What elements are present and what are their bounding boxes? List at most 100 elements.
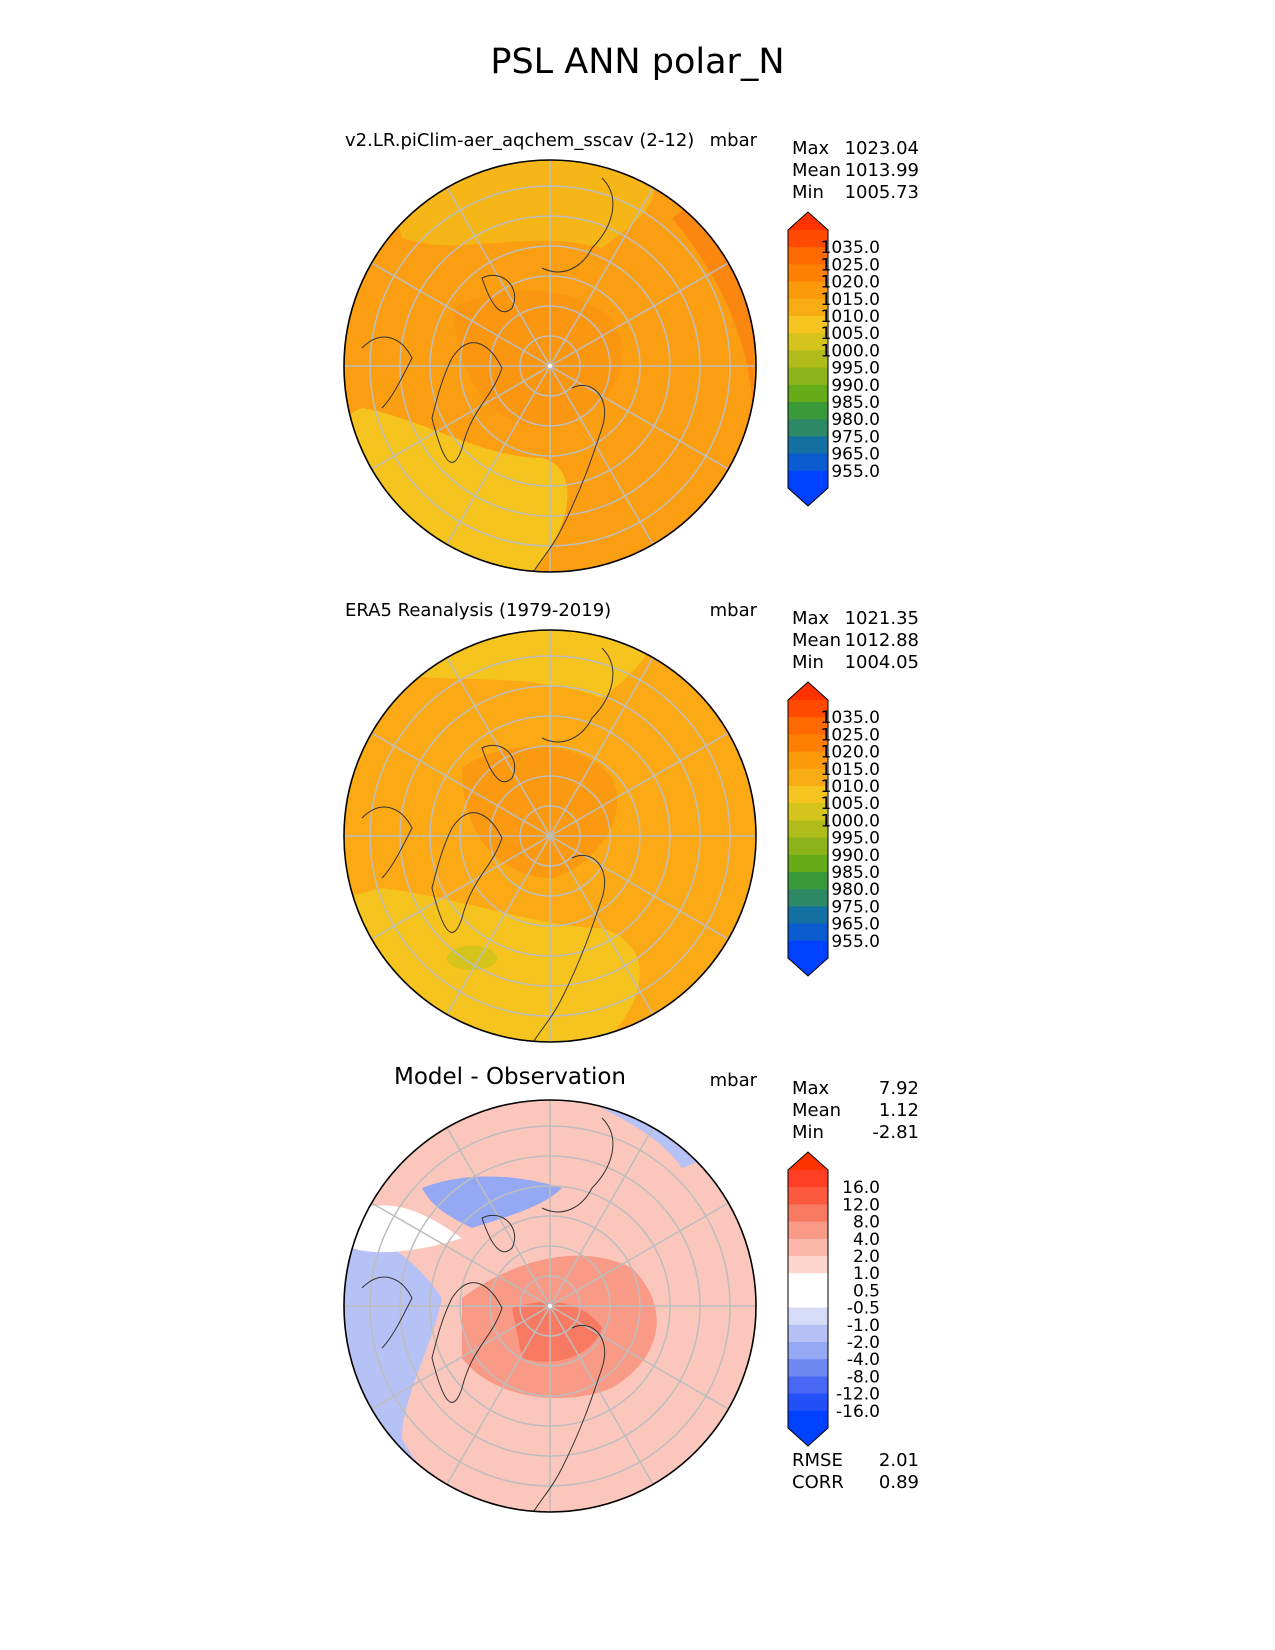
stat-label: Min — [792, 652, 824, 673]
pole-marker — [548, 1304, 552, 1308]
colorbar-tick-label: 990.0 — [831, 846, 880, 866]
polar-map — [343, 629, 757, 1043]
stat-label: Min — [792, 1122, 824, 1143]
pole-marker — [548, 364, 552, 368]
colorbar-segment — [788, 419, 828, 437]
colorbar-tick-label: 16.0 — [842, 1178, 880, 1198]
colorbar-segment — [788, 1376, 828, 1395]
stats-box: Max 1023.04 Mean 1013.99 Min 1005.73 — [792, 138, 919, 204]
stat-value: -2.81 — [872, 1122, 919, 1143]
colorbar-under-extension — [788, 488, 828, 506]
coastlines — [361, 647, 614, 1042]
stat-label: Mean — [792, 1100, 842, 1121]
figure-title: PSL ANN polar_N — [490, 42, 785, 82]
colorbar-segments — [787, 681, 829, 977]
panel-title: ERA5 Reanalysis (1979-2019) — [345, 600, 612, 621]
colorbar-segment — [788, 906, 828, 925]
colorbar-tick-label: 990.0 — [831, 376, 880, 396]
colorbar-segment — [788, 717, 828, 735]
stats-box: Max 7.92 Mean 1.12 Min -2.81 — [792, 1078, 919, 1144]
colorbar-under-extension — [788, 1428, 828, 1446]
colorbar-tick-label: 955.0 — [831, 462, 880, 482]
colorbar-segment — [788, 264, 828, 283]
colorbar-segment — [788, 786, 828, 804]
coastlines — [361, 177, 614, 572]
colorbar-tick-label: 4.0 — [853, 1230, 880, 1250]
colorbar-segment — [788, 1290, 828, 1309]
colorbar-segment — [788, 734, 828, 753]
panel-units: mbar — [709, 600, 757, 621]
colorbar-segment — [788, 281, 828, 300]
colorbar-tick-label: 12.0 — [842, 1195, 880, 1215]
colorbar-segments — [787, 1151, 829, 1447]
colorbar-tick-label: 1005.0 — [821, 794, 880, 814]
colorbar-labels: 1035.01025.01020.01015.01010.01005.01000… — [821, 238, 880, 482]
colorbar-segment — [788, 889, 828, 907]
stat-label: Max — [792, 608, 830, 629]
stat-label: Mean — [792, 630, 842, 651]
colorbar-tick-label: 965.0 — [831, 915, 880, 935]
graticule — [344, 630, 756, 1042]
colorbar-segment — [788, 751, 828, 770]
colorbar-tick-label: 0.5 — [853, 1281, 880, 1301]
colorbar-segment — [788, 1273, 828, 1291]
near-zero-region — [352, 1205, 462, 1253]
stat-value: 1013.99 — [844, 160, 919, 181]
colorbar-outline — [787, 1151, 829, 1447]
stat-label: Mean — [792, 160, 842, 181]
colorbar-over-extension — [788, 682, 828, 700]
colorbar-tick-label: -1.0 — [847, 1316, 880, 1336]
colorbar-over-extension — [788, 212, 828, 230]
colorbar-segment — [788, 837, 828, 856]
colorbar-tick-label: 1020.0 — [821, 273, 880, 293]
colorbar-tick-label: 980.0 — [831, 410, 880, 430]
colorbar-tick-label: -0.5 — [847, 1299, 880, 1319]
stat-value: 1012.88 — [844, 630, 919, 651]
colorbar-segment — [788, 854, 828, 873]
colorbar-outline — [787, 681, 829, 977]
colorbar-tick-label: -2.0 — [847, 1333, 880, 1353]
colorbar-outline — [787, 211, 829, 507]
colorbar-segment — [788, 367, 828, 386]
stat-value: 1004.05 — [844, 652, 919, 673]
colorbar-tick-label: 965.0 — [831, 445, 880, 465]
colorbar-tick-label: 1000.0 — [821, 811, 880, 831]
colorbar-tick-label: 1015.0 — [821, 760, 880, 780]
colorbar-tick-label: 1025.0 — [821, 255, 880, 275]
panel-reference: ERA5 Reanalysis (1979-2019) mbar Max 1021… — [0, 600, 1275, 1080]
colorbar-tick-label: 955.0 — [831, 932, 880, 952]
stats-box: Max 1021.35 Mean 1012.88 Min 1004.05 — [792, 608, 919, 674]
colorbar-segment — [788, 1307, 828, 1326]
colorbar-segment — [788, 247, 828, 265]
positive-anomaly-region — [512, 1302, 602, 1362]
footer-stats: RMSE 2.01 CORR 0.89 — [792, 1450, 919, 1494]
colorbar-segments — [787, 211, 829, 507]
colorbar-segment — [788, 1204, 828, 1223]
colorbar: 1035.01025.01020.01015.01010.01005.01000… — [787, 211, 880, 507]
colorbar-segment — [788, 768, 828, 787]
map-border — [343, 1099, 757, 1513]
colorbar-segment — [788, 453, 828, 472]
colorbar-tick-label: 995.0 — [831, 829, 880, 849]
colorbar-segment — [788, 872, 828, 890]
colorbar-tick-label: 1010.0 — [821, 307, 880, 327]
colorbar-tick-label: 1.0 — [853, 1264, 880, 1284]
colorbar-segment — [788, 700, 828, 718]
colorbar-segment — [788, 1256, 828, 1274]
colorbar-segment — [788, 333, 828, 351]
stat-label: Max — [792, 1078, 830, 1099]
map-border — [343, 159, 757, 573]
colorbar-segment — [788, 1170, 828, 1188]
colorbar-under-extension — [788, 958, 828, 976]
colorbar-segment — [788, 1187, 828, 1205]
stat-value: 7.92 — [878, 1078, 919, 1099]
colorbar-segment — [788, 1324, 828, 1343]
colorbar-segment — [788, 402, 828, 420]
stat-value: 1005.73 — [844, 182, 919, 203]
negative-anomaly-region — [422, 1176, 562, 1228]
panel-title: Model - Observation — [393, 1064, 627, 1090]
colorbar-segment — [788, 1238, 828, 1257]
polar-map — [343, 159, 757, 573]
colorbar: 1035.01025.01020.01015.01010.01005.01000… — [787, 681, 880, 977]
colorbar-tick-label: 985.0 — [831, 393, 880, 413]
